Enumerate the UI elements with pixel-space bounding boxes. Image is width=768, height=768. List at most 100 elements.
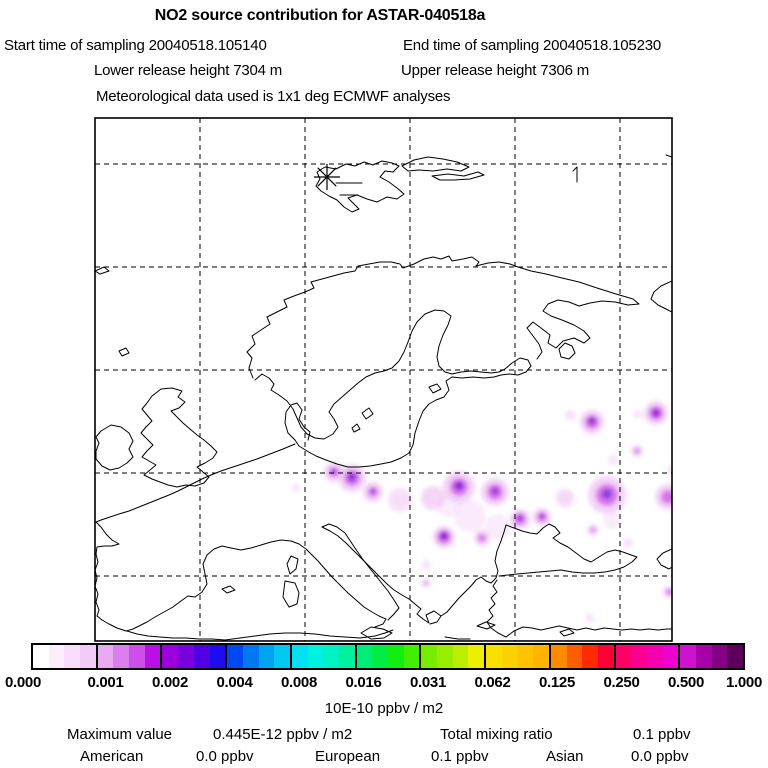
- colorbar-cell: [680, 645, 697, 668]
- coastline-svalbard: [315, 160, 405, 213]
- colorbar-cell: [227, 645, 243, 668]
- no2-hotspot: [517, 515, 523, 521]
- no2-hotspot: [603, 511, 621, 529]
- colorbar-cell: [566, 645, 583, 668]
- colorbar-cell: [711, 645, 728, 668]
- no2-hotspot: [478, 534, 486, 542]
- no2-hotspot: [586, 614, 594, 622]
- region-asian-value: 0.0 ppbv: [631, 748, 689, 765]
- region-european-value: 0.1 ppbv: [431, 748, 489, 765]
- colorbar-cell: [696, 645, 712, 668]
- colorbar-segment: [354, 645, 420, 668]
- no2-hotspot: [661, 490, 672, 504]
- coastline-north-africa: [126, 629, 471, 641]
- no2-hotspot: [388, 488, 412, 512]
- colorbar-cell: [129, 645, 145, 668]
- colorbar-cell: [403, 645, 420, 668]
- island-sardinia: [282, 580, 300, 608]
- colorbar-cell: [631, 645, 647, 668]
- colorbar-cell: [372, 645, 389, 668]
- colorbar-segment: [419, 645, 485, 668]
- region-american-label: American: [80, 748, 144, 765]
- colorbar-cell: [64, 645, 81, 668]
- colorbar-segment: [95, 645, 161, 668]
- colorbar-cell: [421, 645, 438, 668]
- colorbar-tick-label: 0.500: [667, 674, 705, 691]
- colorbar-cell: [468, 645, 485, 668]
- coastline-caspian-sliver: [656, 548, 672, 570]
- no2-hotspot: [590, 418, 594, 422]
- lake-onega: [558, 342, 576, 360]
- no2-hotspot: [634, 410, 642, 418]
- colorbar-tick-label: 0.008: [280, 674, 318, 691]
- colorbar: [31, 643, 745, 670]
- island-corsica: [286, 555, 299, 575]
- colorbar-cell: [162, 645, 179, 668]
- no2-hotspot: [421, 560, 431, 570]
- colorbar-tick-label: 0.002: [151, 674, 189, 691]
- no2-hotspot: [605, 490, 611, 496]
- colorbar-segment: [160, 645, 226, 668]
- no2-hotspot: [608, 455, 618, 465]
- colorbar-cell: [662, 645, 679, 668]
- no2-hotspot: [454, 500, 486, 532]
- island-saaremaa: [428, 383, 442, 394]
- colorbar-cell: [388, 645, 404, 668]
- no2-hotspot-layer: [292, 401, 672, 622]
- colorbar-cell: [274, 645, 290, 668]
- colorbar-unit-label: 10E-10 ppbv / m2: [324, 700, 444, 717]
- colorbar-cell: [501, 645, 518, 668]
- colorbar-segment: [678, 645, 744, 668]
- colorbar-tick-label: 0.016: [345, 674, 382, 691]
- colorbar-cell: [517, 645, 534, 668]
- no2-hotspot: [491, 487, 499, 495]
- colorbar-segment: [548, 645, 614, 668]
- coastline-island-glyph: [572, 154, 672, 183]
- colorbar-cell: [356, 645, 373, 668]
- colorbar-tick-label: 0.031: [409, 674, 447, 691]
- no2-hotspot: [423, 580, 429, 586]
- island-balearic: [221, 585, 236, 594]
- colorbar-tick-label: 0.001: [87, 674, 124, 691]
- no2-hotspot: [623, 538, 633, 548]
- colorbar-cell: [307, 645, 324, 668]
- colorbar-cell: [486, 645, 502, 668]
- colorbar-tick-label: 0.125: [538, 674, 576, 691]
- no2-hotspot: [457, 483, 463, 489]
- island-cyprus: [559, 628, 575, 637]
- colorbar-cell: [209, 645, 226, 668]
- upper-release-label: Upper release height 7306 m: [401, 62, 590, 79]
- no2-hotspot: [331, 468, 337, 474]
- release-location-star: [314, 164, 340, 190]
- colorbar-tick-label: 0.250: [603, 674, 640, 691]
- island-crete: [476, 621, 496, 630]
- colorbar-cell: [615, 645, 632, 668]
- no2-hotspot: [442, 534, 446, 538]
- no2-hotspot: [667, 465, 672, 475]
- coastline-faroe: [118, 347, 130, 357]
- region-asian-label: Asian: [546, 748, 584, 765]
- colorbar-cell: [452, 645, 469, 668]
- coastline-turkey: [486, 579, 672, 638]
- coastline-ireland: [95, 424, 134, 471]
- no2-hotspot: [590, 527, 596, 533]
- colorbar-cell: [582, 645, 598, 668]
- colorbar-segment: [289, 645, 355, 668]
- mixing-ratio-label: Total mixing ratio: [440, 726, 553, 743]
- colorbar-cell: [144, 645, 161, 668]
- star-spoke: [317, 167, 337, 187]
- colorbar-tick-label: 0.062: [474, 674, 511, 691]
- coastline-layer: [95, 154, 672, 641]
- coastline-norway-kola: [246, 255, 640, 379]
- no2-hotspot: [634, 448, 640, 454]
- colorbar-segment: [33, 645, 96, 668]
- plot-title: NO2 source contribution for ASTAR-040518…: [154, 7, 486, 24]
- colorbar-segment: [225, 645, 290, 668]
- colorbar-cell: [646, 645, 663, 668]
- start-time-label: Start time of sampling 20040518.105140: [4, 37, 267, 54]
- no2-hotspot: [351, 475, 355, 479]
- coastline-baltic-continent: [95, 309, 532, 523]
- region-american-value: 0.0 ppbv: [196, 748, 254, 765]
- latlon-gridlines: [95, 118, 672, 641]
